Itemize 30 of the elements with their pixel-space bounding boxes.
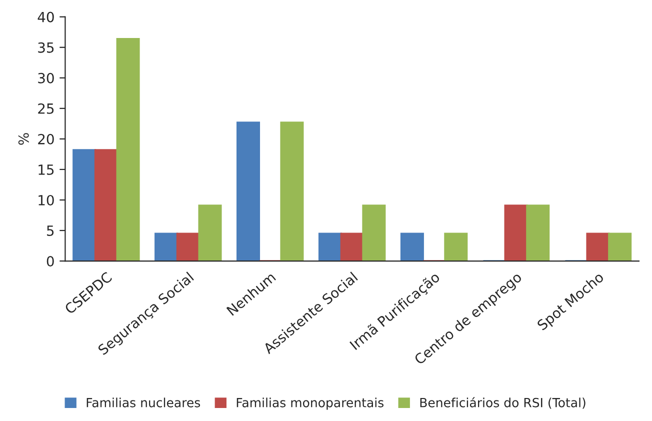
bar: [176, 232, 200, 262]
bar: [72, 149, 96, 262]
y-tick-label: 15: [38, 164, 54, 175]
y-tick-label: 10: [38, 194, 54, 206]
legend-label: Familias monoparentais: [236, 398, 384, 410]
y-tick-label: 5: [47, 226, 54, 236]
bar: [362, 204, 386, 262]
y-tick-label: 30: [38, 72, 54, 84]
bar: [116, 38, 140, 262]
bar: [526, 204, 550, 262]
bar: [340, 232, 364, 262]
y-tick-label: 25: [38, 103, 54, 114]
bar: [94, 149, 118, 262]
bar: [198, 204, 222, 262]
bar: [400, 232, 424, 262]
bar: [318, 232, 342, 262]
bar: [154, 232, 178, 262]
bar: [504, 204, 528, 262]
y-tick-label: 0: [46, 256, 54, 266]
bar: [444, 232, 468, 262]
legend-label: Beneficiários do RSI (Total): [420, 397, 586, 409]
y-tick-label: 20: [38, 134, 54, 144]
bar: [608, 232, 632, 262]
y-tick-label: 35: [38, 42, 54, 53]
legend-label: Familias nucleares: [86, 398, 200, 408]
bar: [280, 122, 304, 262]
bar: [586, 232, 610, 262]
y-tick-label: 40: [38, 12, 54, 22]
y-axis-title: %: [18, 133, 29, 145]
bar: [236, 122, 260, 262]
